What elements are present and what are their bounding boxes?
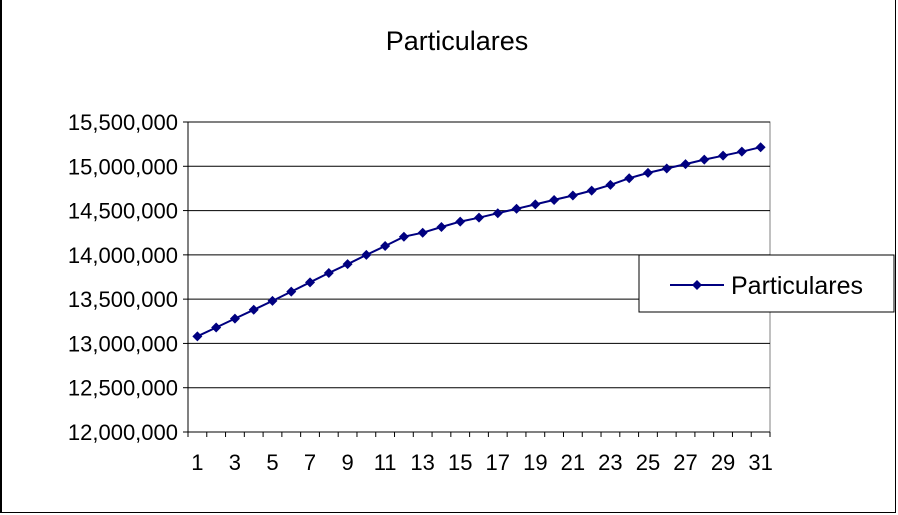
data-point — [286, 286, 297, 297]
x-tick-label: 13 — [410, 450, 434, 475]
data-point — [624, 173, 635, 184]
data-point — [474, 212, 484, 223]
x-tick-label: 7 — [304, 450, 316, 475]
y-tick-label: 15,000,000 — [68, 154, 178, 179]
data-point — [380, 241, 391, 251]
x-tick-label: 9 — [341, 450, 353, 475]
legend-label: Particulares — [731, 272, 863, 300]
x-tick-label: 21 — [561, 450, 585, 475]
x-tick-label: 3 — [229, 450, 241, 475]
data-point — [323, 268, 334, 279]
data-point — [736, 146, 747, 157]
data-point — [549, 194, 560, 205]
x-axis: 1 3 5 7 9 11 13 15 17 19 21 23 25 27 29 31 — [187, 431, 773, 475]
data-point — [417, 227, 428, 238]
chart-title: Particulares — [386, 26, 529, 56]
x-tick-label: 15 — [448, 450, 472, 475]
data-point — [398, 231, 409, 242]
x-tick-label: 29 — [711, 450, 735, 475]
x-tick-label: 23 — [598, 450, 622, 475]
data-point — [680, 159, 691, 170]
data-point — [755, 142, 766, 153]
legend-marker — [692, 280, 702, 290]
data-point — [567, 190, 578, 201]
data-point — [436, 221, 447, 232]
series-layer — [192, 142, 766, 342]
x-tick-label: 27 — [673, 450, 697, 475]
data-point — [305, 277, 316, 288]
legend: Particulares — [638, 254, 895, 313]
data-point — [492, 208, 503, 219]
data-point — [342, 259, 353, 270]
data-point — [211, 322, 222, 333]
x-tick-label: 31 — [748, 450, 772, 475]
data-point — [530, 199, 541, 210]
data-point — [642, 167, 653, 178]
data-point — [718, 150, 729, 161]
y-tick-label: 12,500,000 — [68, 376, 178, 401]
x-tick-label: 19 — [523, 450, 547, 475]
y-tick-label: 15,500,000 — [68, 110, 178, 135]
data-point — [192, 331, 203, 342]
legend-box — [638, 254, 895, 313]
y-tick-label: 13,000,000 — [68, 331, 178, 356]
y-tick-label: 13,500,000 — [68, 287, 178, 312]
data-point — [248, 304, 259, 315]
data-point — [511, 203, 522, 214]
data-point — [455, 216, 466, 227]
x-tick-label: 25 — [636, 450, 660, 475]
x-tick-label: 17 — [486, 450, 510, 475]
y-tick-label: 12,000,000 — [68, 420, 178, 445]
data-point — [699, 154, 710, 165]
y-tick-label: 14,000,000 — [68, 243, 178, 268]
data-point — [361, 249, 372, 260]
x-tick-label: 11 — [374, 450, 397, 475]
data-point — [661, 163, 672, 174]
x-tick-label: 1 — [191, 450, 203, 475]
data-point — [229, 313, 240, 324]
data-point — [586, 185, 597, 196]
data-point — [605, 179, 616, 190]
y-axis: 12,000,000 12,500,000 13,000,000 13,500,000… — [68, 110, 189, 445]
y-tick-label: 14,500,000 — [68, 199, 178, 224]
data-point — [267, 295, 278, 306]
x-tick-label: 5 — [266, 450, 278, 475]
